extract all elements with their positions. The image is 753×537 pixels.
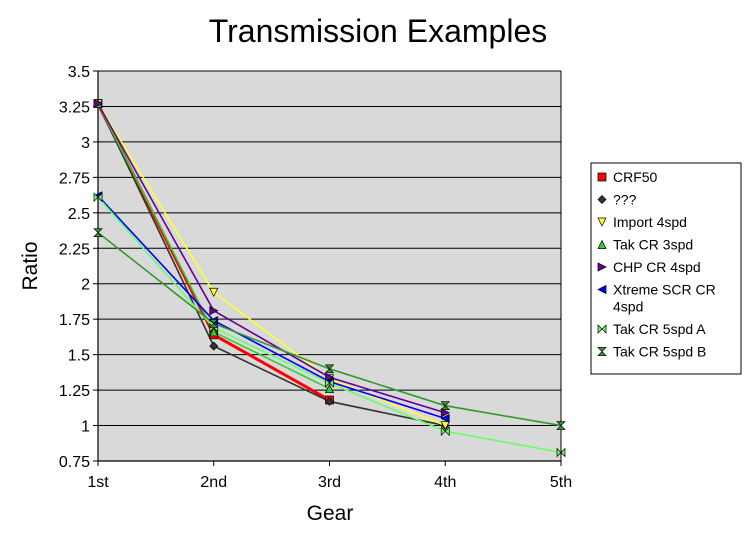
legend-label-1: ??? xyxy=(613,192,637,208)
legend-label-6: Tak CR 5spd A xyxy=(613,321,706,337)
legend-marker-4 xyxy=(597,262,607,272)
legend-label-2: Import 4spd xyxy=(613,214,687,230)
y-tick-label: 2 xyxy=(81,277,90,294)
legend-marker-6 xyxy=(597,324,607,334)
y-tick-label: 2.75 xyxy=(59,170,90,187)
y-axis-title: Ratio xyxy=(19,241,42,290)
y-tick-label: 1.75 xyxy=(59,312,90,329)
legend-label-5: Xtreme SCR CR 4spd xyxy=(613,282,716,315)
y-tick-label: 1 xyxy=(81,419,90,436)
data-point-6 xyxy=(325,378,334,388)
x-tick-label: 5th xyxy=(550,474,572,491)
legend-marker-3 xyxy=(597,239,607,249)
legend-label-7: Tak CR 5spd B xyxy=(613,344,706,360)
data-point-3 xyxy=(324,383,335,394)
y-tick-label: 1.5 xyxy=(68,348,90,365)
series-line-2 xyxy=(97,103,446,427)
x-tick-label: 3rd xyxy=(318,474,341,491)
chart-title: Transmission Examples xyxy=(209,13,547,49)
legend-box xyxy=(590,162,742,375)
data-point-7 xyxy=(440,401,451,411)
legend-label-line: 4spd xyxy=(613,299,643,315)
data-point-6 xyxy=(93,192,103,203)
data-point-1 xyxy=(325,396,334,406)
y-tick-label: 3.25 xyxy=(59,99,90,116)
series-line-4 xyxy=(97,103,446,414)
legend: CRF50??? Import 4spd Tak CR 3spd CHP CR 4sp… xyxy=(590,162,742,375)
data-point-6 xyxy=(440,426,450,437)
legend-marker-0 xyxy=(597,172,607,182)
y-tick-label: 3 xyxy=(81,135,90,152)
y-axis-ticks: 0.75 1 1.25 1.5 1.75 2 2.25 2.5 2.75 3 3.25 3.5 xyxy=(59,64,98,471)
data-point-7 xyxy=(93,228,103,238)
legend-marker-1 xyxy=(597,195,607,204)
data-point-7 xyxy=(208,319,219,328)
data-point-6 xyxy=(556,447,566,458)
y-tick-label: 1.25 xyxy=(59,383,90,400)
data-point-7 xyxy=(556,421,566,430)
series-markers xyxy=(93,98,566,458)
y-tick-label: 3.5 xyxy=(68,64,90,81)
data-point-3 xyxy=(209,327,219,337)
series-lines xyxy=(96,102,562,454)
series-line-5 xyxy=(97,195,446,420)
data-point-2 xyxy=(440,421,450,431)
x-axis-ticks: 1st 2nd 3rd 4th 5th xyxy=(87,461,572,491)
data-point-4 xyxy=(209,306,219,316)
legend-label-line: Xtreme SCR CR xyxy=(613,282,716,298)
y-tick-label: 2.5 xyxy=(68,206,90,223)
legend-marker-2 xyxy=(597,217,607,227)
data-point-1 xyxy=(209,341,219,351)
legend-label-3: Tak CR 3spd xyxy=(613,237,693,253)
x-axis-title: Gear xyxy=(307,502,354,525)
data-point-7 xyxy=(324,364,335,374)
y-tick-label: 2.25 xyxy=(59,241,90,258)
legend-label-4: CHP CR 4spd xyxy=(613,259,701,275)
legend-marker-7 xyxy=(597,347,607,356)
data-point-4 xyxy=(440,408,451,418)
data-point-4 xyxy=(93,99,103,109)
y-tick-label: 0.75 xyxy=(59,454,90,471)
x-tick-label: 4th xyxy=(434,474,456,491)
series-line-1 xyxy=(97,103,446,427)
legend-label-0: CRF50 xyxy=(613,169,658,185)
x-tick-label: 1st xyxy=(87,474,109,491)
legend-marker-5 xyxy=(597,284,607,295)
data-point-5 xyxy=(440,413,450,424)
x-tick-label: 2nd xyxy=(200,474,227,491)
data-point-2 xyxy=(209,287,219,298)
